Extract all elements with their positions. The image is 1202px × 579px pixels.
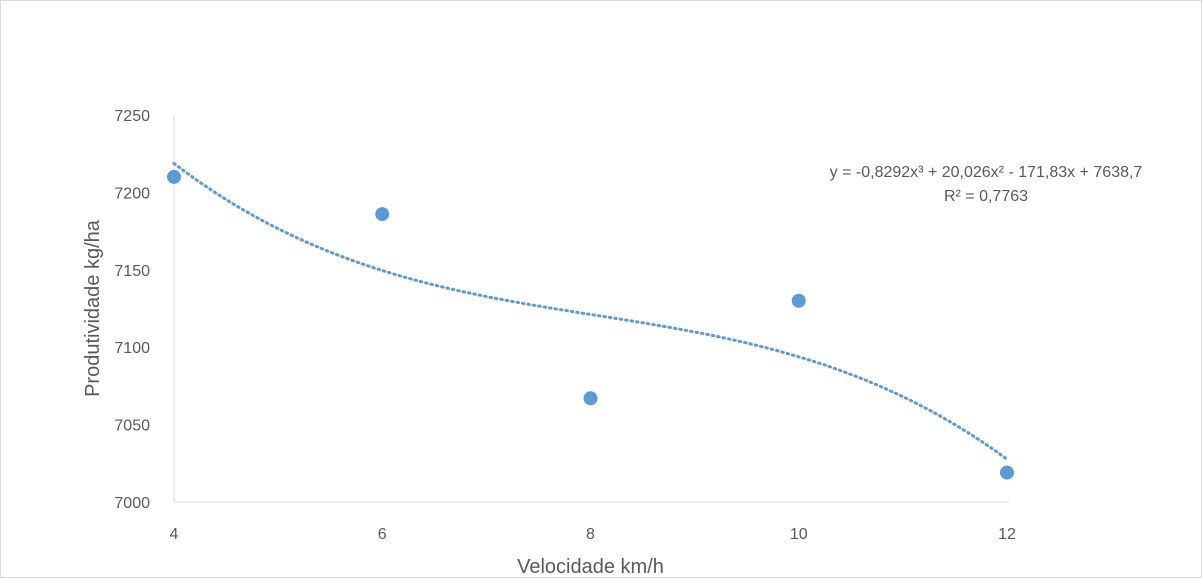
x-tick-label: 6 bbox=[378, 526, 387, 543]
trendline-r-squared: R² = 0,7763 bbox=[944, 188, 1028, 205]
y-axis-title: Produtividade kg/ha bbox=[82, 219, 104, 397]
data-point bbox=[583, 391, 598, 406]
y-tick-label: 7200 bbox=[114, 185, 150, 202]
y-tick-label: 7000 bbox=[114, 495, 150, 512]
y-tick-label: 7100 bbox=[114, 340, 150, 357]
x-tick-label: 4 bbox=[170, 526, 179, 543]
data-point bbox=[167, 169, 181, 184]
x-tick-label: 8 bbox=[586, 526, 595, 543]
x-tick-labels: 4 6 8 10 12 bbox=[170, 526, 1016, 543]
x-tick-label: 12 bbox=[998, 526, 1016, 543]
y-tick-label: 7050 bbox=[114, 418, 150, 435]
data-point bbox=[791, 293, 806, 308]
trendline-equation: y = -0,8292x³ + 20,026x² - 171,83x + 763… bbox=[830, 164, 1143, 181]
y-tick-label: 7150 bbox=[114, 263, 150, 280]
data-point bbox=[375, 207, 390, 222]
x-tick-label: 10 bbox=[790, 526, 808, 543]
y-tick-labels: 7000 7050 7100 7150 7200 7250 bbox=[114, 108, 150, 512]
trendline bbox=[172, 161, 1009, 461]
data-points bbox=[167, 169, 1014, 480]
data-point bbox=[1000, 465, 1014, 480]
x-axis-title: Velocidade km/h bbox=[517, 556, 664, 578]
y-tick-label: 7250 bbox=[114, 108, 150, 125]
